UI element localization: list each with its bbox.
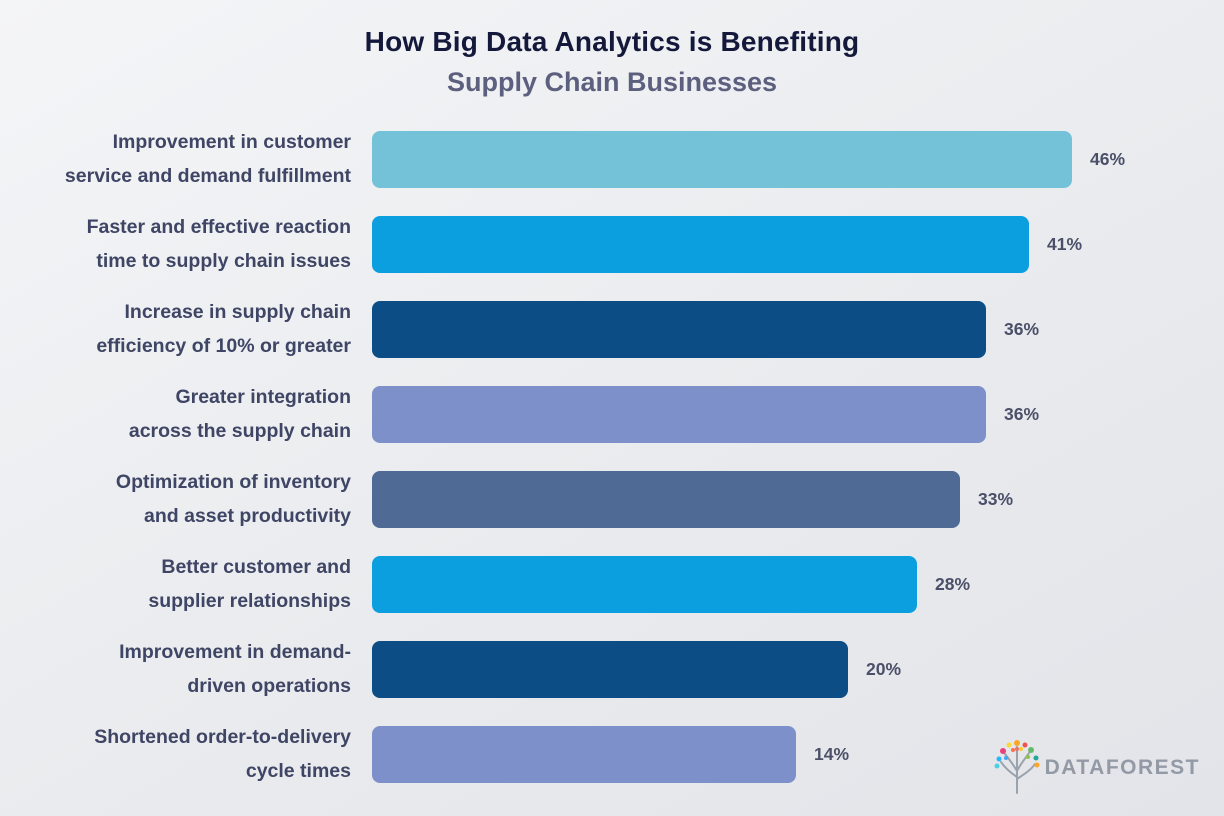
category-label-line: Greater integration (175, 386, 351, 408)
chart-row: Better customer and supplier relationshi… (0, 555, 1224, 613)
chart-row: Greater integration across the supply ch… (0, 385, 1224, 443)
bar (372, 725, 796, 783)
value-label: 33% (978, 488, 1014, 509)
category-label: Increase in supply chain efficiency of 1… (0, 295, 372, 363)
bar-chart: Improvement in customer service and dema… (0, 130, 1224, 810)
value-label: 36% (1004, 318, 1040, 339)
category-label: Optimization of inventory and asset prod… (0, 465, 372, 533)
category-label-line: driven operations (187, 675, 351, 697)
value-label: 14% (814, 743, 850, 764)
bar (372, 640, 848, 698)
category-label-line: Better customer and (161, 556, 351, 578)
logo-text: DATAFOREST (1044, 755, 1200, 779)
bar-area: 36% (372, 300, 1224, 358)
category-label-line: efficiency of 10% or greater (96, 335, 351, 357)
category-label-line: Increase in supply chain (124, 301, 352, 323)
value-label: 41% (1047, 233, 1083, 254)
chart-row: Shortened order-to-delivery cycle times … (0, 725, 1224, 783)
bar-area: 28% (372, 555, 1224, 613)
category-label: Improvement in demand- driven operations (0, 635, 372, 703)
bar-area: 36% (372, 385, 1224, 443)
category-label: Faster and effective reaction time to su… (0, 210, 372, 278)
category-label-line: cycle times (245, 760, 351, 782)
category-label-line: and asset productivity (144, 505, 351, 527)
value-label: 46% (1090, 148, 1126, 169)
category-label-line: Faster and effective reaction (86, 216, 351, 238)
bar-area: 33% (372, 470, 1224, 528)
value-label: 28% (935, 573, 971, 594)
category-label: Better customer and supplier relationshi… (0, 550, 372, 618)
chart-row: Improvement in demand- driven operations… (0, 640, 1224, 698)
category-label-line: Shortened order-to-delivery (94, 726, 351, 748)
category-label: Improvement in customer service and dema… (0, 125, 372, 193)
category-label-line: Optimization of inventory (115, 471, 351, 493)
category-label-line: across the supply chain (128, 420, 351, 442)
category-label-line: service and demand fulfillment (64, 165, 351, 187)
category-label-line: Improvement in customer (112, 131, 351, 153)
chart-row: Faster and effective reaction time to su… (0, 215, 1224, 273)
logo-tree-icon (991, 735, 1043, 800)
chart-row: Optimization of inventory and asset prod… (0, 470, 1224, 528)
chart-title-line1: How Big Data Analytics is Benefiting (364, 26, 860, 57)
chart-title: How Big Data Analytics is Benefiting Sup… (0, 0, 1224, 98)
value-label: 36% (1004, 403, 1040, 424)
category-label-line: time to supply chain issues (96, 250, 351, 272)
chart-title-line2: Supply Chain Businesses (446, 67, 778, 97)
bar-area: 14% (372, 725, 1224, 783)
bar-area: 41% (372, 215, 1224, 273)
bar-area: 46% (372, 130, 1224, 188)
bar (372, 130, 1072, 188)
bar (372, 470, 960, 528)
dataforest-logo: DATAFOREST (991, 735, 1200, 800)
category-label-line: Improvement in demand- (119, 641, 351, 663)
bar-area: 20% (372, 640, 1224, 698)
category-label: Shortened order-to-delivery cycle times (0, 720, 372, 788)
chart-row: Increase in supply chain efficiency of 1… (0, 300, 1224, 358)
bar (372, 300, 986, 358)
category-label: Greater integration across the supply ch… (0, 380, 372, 448)
bar (372, 555, 917, 613)
bar (372, 385, 986, 443)
value-label: 20% (866, 658, 902, 679)
chart-row: Improvement in customer service and dema… (0, 130, 1224, 188)
bar (372, 215, 1029, 273)
category-label-line: supplier relationships (148, 590, 351, 612)
